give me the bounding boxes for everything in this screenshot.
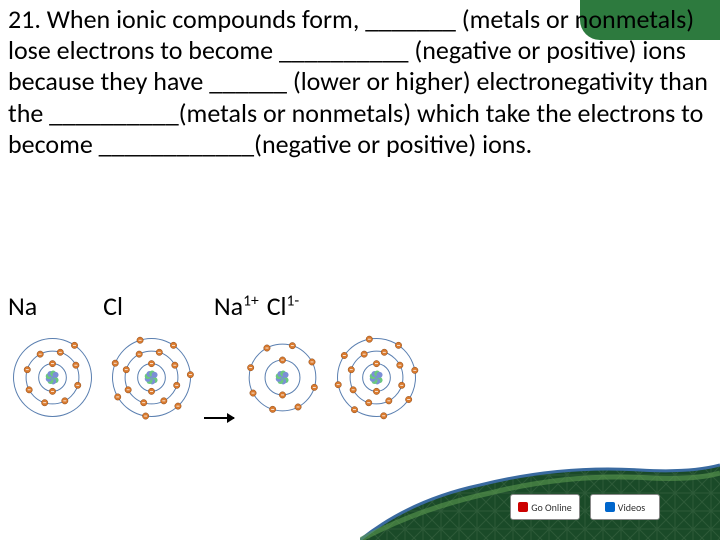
atom-cl <box>104 325 199 430</box>
go-online-button[interactable]: Go Online <box>510 494 580 520</box>
go-online-label: Go Online <box>531 501 572 514</box>
label-cl: Cl <box>103 290 123 322</box>
label-na-ion: Na1+ <box>214 290 259 322</box>
videos-button[interactable]: Videos <box>590 494 660 520</box>
atom-cl-ion <box>329 325 424 430</box>
label-cl-ion: Cl1- <box>267 290 300 322</box>
go-online-icon <box>518 502 528 512</box>
videos-icon <box>605 502 615 512</box>
atom-diagram-row <box>5 325 424 435</box>
atom-na <box>5 325 100 430</box>
label-na: Na <box>8 290 37 322</box>
reaction-arrow-icon <box>204 417 234 419</box>
atom-na-ion <box>240 325 325 430</box>
atom-labels-row: Na Cl Na1+ Cl1- <box>8 290 708 322</box>
question-text: 21. When ionic compounds form, _______ (… <box>8 4 708 160</box>
videos-label: Videos <box>618 501 645 514</box>
hill-decoration <box>360 420 720 540</box>
footer-buttons: Go Online Videos <box>510 494 660 520</box>
